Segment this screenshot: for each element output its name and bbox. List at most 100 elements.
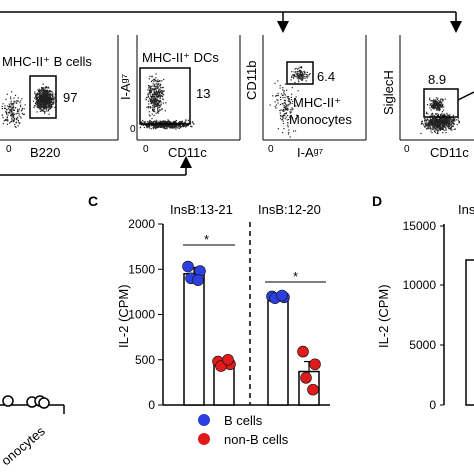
- flow-event: [296, 114, 298, 116]
- flow-event: [156, 84, 158, 86]
- flow-event: [46, 96, 48, 99]
- flow-event: [452, 119, 454, 121]
- flow-event: [153, 97, 155, 99]
- flow-event: [151, 76, 153, 78]
- flow-event: [156, 94, 159, 96]
- flow-event: [420, 132, 422, 134]
- flow-event: [295, 96, 297, 98]
- flow-event: [151, 100, 153, 102]
- flow-event: [47, 92, 49, 94]
- flow-event: [441, 120, 443, 122]
- flow-event: [287, 115, 289, 117]
- flow-event: [436, 120, 439, 122]
- flow-event: [155, 92, 157, 94]
- panel-letter: C: [88, 193, 98, 209]
- flow-event: [436, 109, 438, 111]
- flow-event: [160, 87, 162, 89]
- flow-event: [160, 122, 162, 124]
- flow-event: [306, 71, 308, 73]
- flow-event: [292, 74, 294, 76]
- flow-event: [13, 109, 15, 112]
- flow-event: [425, 125, 428, 127]
- y-tick-label: 500: [135, 353, 155, 367]
- flow-event: [432, 126, 434, 128]
- flow-event: [450, 124, 452, 126]
- flow-event: [21, 98, 23, 100]
- flow-event: [154, 101, 156, 103]
- flow-event: [269, 104, 271, 106]
- flow-event: [441, 122, 443, 124]
- flow-event: [447, 126, 450, 128]
- flow-event: [42, 83, 44, 85]
- y-ticks: 0 500 1000 1500 2000: [128, 217, 163, 412]
- flow-event: [449, 115, 451, 117]
- flow-event: [149, 98, 151, 100]
- flow-event: [296, 73, 298, 75]
- flow-event: [50, 99, 52, 101]
- flow-event: [433, 122, 435, 124]
- flow-event: [159, 88, 161, 90]
- flow-event: [174, 122, 176, 124]
- flow-event: [436, 103, 438, 106]
- flow-event: [448, 118, 450, 120]
- flow-event: [450, 128, 452, 130]
- data-point: [276, 289, 288, 302]
- flow-event: [10, 100, 12, 102]
- flow-event: [165, 125, 167, 127]
- flow-event: [155, 73, 157, 75]
- flow-event: [431, 128, 433, 130]
- flow-event: [35, 94, 37, 97]
- flow-event: [439, 100, 441, 103]
- flow-event: [6, 113, 8, 115]
- flow-event: [154, 85, 156, 88]
- flow-event: [169, 127, 172, 129]
- flow-event: [146, 127, 148, 129]
- flow-event: [433, 115, 435, 117]
- gate-percent: 97: [63, 90, 77, 105]
- flow-event: [13, 97, 15, 99]
- flow-event: [441, 128, 443, 130]
- flow-event: [438, 110, 440, 112]
- flow-event: [282, 87, 284, 89]
- flow-event: [161, 108, 163, 110]
- flow-event: [53, 102, 55, 104]
- flow-event: [11, 108, 13, 110]
- flow-event: [433, 128, 435, 130]
- flow-event: [156, 99, 158, 101]
- flow-event: [290, 109, 292, 111]
- flow-event: [426, 122, 428, 124]
- flow-event: [438, 130, 440, 132]
- flow-event: [141, 122, 143, 124]
- flow-event: [426, 118, 428, 120]
- flow-event: [442, 132, 444, 134]
- flow-event: [159, 93, 161, 95]
- flow-event: [170, 121, 172, 123]
- flow-event: [436, 105, 439, 108]
- flow-event: [35, 96, 37, 98]
- flow-event: [153, 120, 155, 123]
- flow-event: [52, 102, 54, 104]
- flow-event: [282, 120, 284, 122]
- flow-event: [44, 100, 46, 102]
- flow-event: [438, 108, 440, 110]
- flow-event: [45, 99, 47, 101]
- flow-event: [46, 98, 48, 100]
- flow-event: [40, 100, 42, 103]
- flow-event: [291, 87, 293, 89]
- flow-event: [298, 77, 300, 79]
- flow-event: [432, 122, 434, 124]
- flow-event: [279, 117, 282, 120]
- flow-event: [38, 98, 40, 101]
- flow-event: [45, 108, 47, 110]
- flow-event: [46, 89, 48, 91]
- flow-event: [166, 127, 168, 129]
- flow-event: [149, 120, 151, 122]
- flow-event: [438, 105, 440, 107]
- flow-event: [434, 119, 436, 121]
- flow-event: [443, 121, 445, 124]
- flow-event: [282, 110, 284, 112]
- flow-event: [40, 98, 42, 100]
- flow-event: [172, 124, 174, 126]
- flow-event: [187, 119, 189, 121]
- flow-event: [433, 125, 435, 127]
